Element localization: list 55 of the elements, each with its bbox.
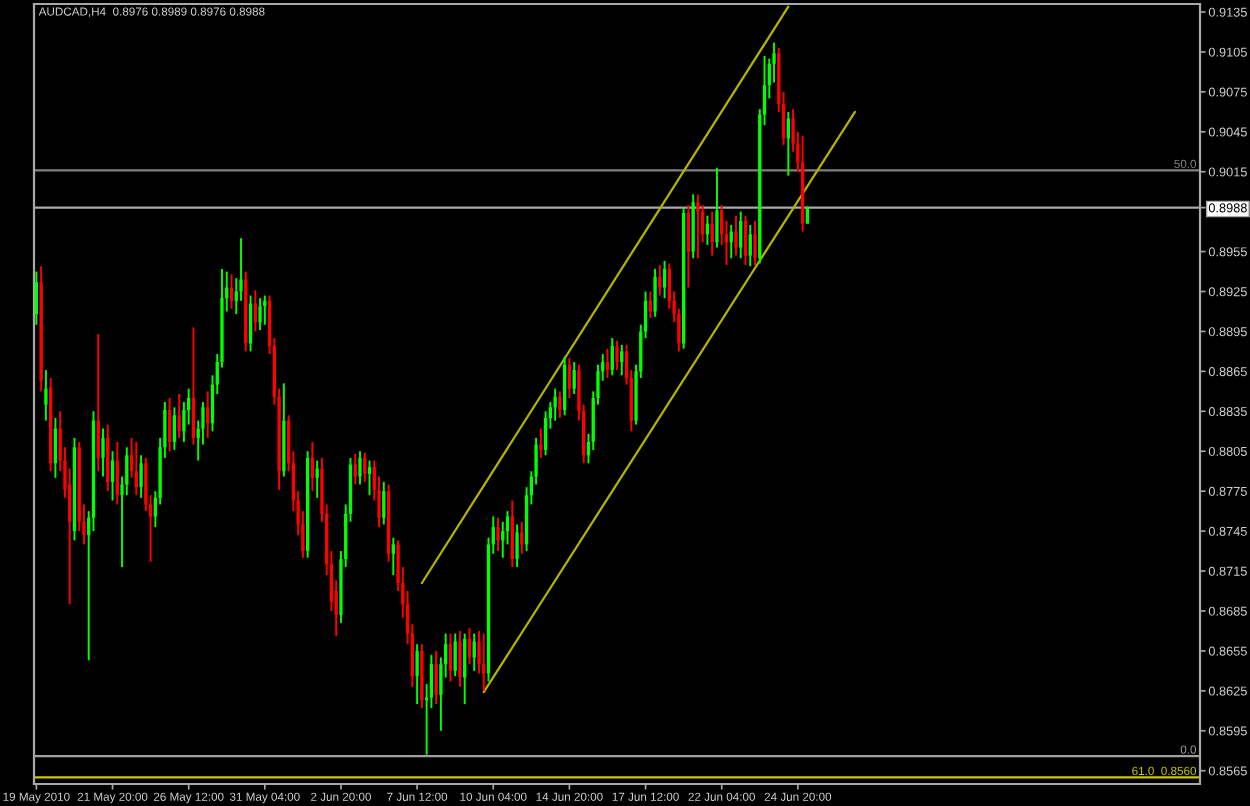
candlestick	[177, 393, 181, 439]
candlestick	[253, 289, 257, 333]
candlestick	[610, 337, 614, 377]
candlestick	[567, 357, 572, 399]
candlestick	[715, 166, 719, 249]
candlestick	[106, 423, 110, 493]
candlestick	[353, 452, 357, 486]
candlestick	[191, 326, 196, 446]
candlestick	[539, 427, 543, 459]
candlestick	[496, 516, 500, 553]
candlestick	[510, 499, 514, 569]
candlestick	[248, 294, 253, 353]
candlestick	[363, 451, 367, 483]
candlestick	[167, 397, 172, 453]
candlestick	[134, 440, 138, 497]
candlestick	[662, 259, 667, 300]
candlestick	[658, 263, 662, 297]
candlestick	[615, 339, 619, 372]
candlestick	[472, 632, 476, 672]
candlestick	[743, 214, 748, 266]
candlestick	[358, 450, 362, 486]
candlestick	[739, 210, 743, 260]
candlestick	[367, 459, 372, 497]
candlestick	[558, 390, 562, 419]
candlestick	[206, 390, 210, 439]
candlestick	[482, 632, 486, 692]
candlestick	[391, 536, 395, 576]
candlestick	[310, 440, 315, 493]
candlestick	[543, 410, 548, 457]
candlestick	[734, 214, 738, 257]
candlestick	[572, 361, 576, 395]
candlestick	[101, 427, 105, 478]
candlestick	[653, 267, 657, 318]
candlestick	[515, 523, 519, 569]
candlestick	[434, 649, 438, 706]
candlestick	[44, 369, 48, 422]
candlestick	[553, 387, 557, 422]
candlestick	[458, 629, 462, 688]
candlestick	[139, 454, 143, 499]
candlestick	[382, 480, 386, 526]
candlestick	[696, 193, 700, 260]
candlestick	[748, 223, 752, 268]
candlestick	[753, 219, 757, 266]
candlestick	[620, 343, 624, 377]
candlestick	[415, 643, 419, 706]
candlestick	[786, 110, 790, 177]
candlestick	[258, 297, 262, 332]
candlestick	[448, 632, 453, 683]
candlestick	[463, 632, 467, 706]
candlestick	[686, 204, 691, 289]
candlestick	[34, 270, 39, 326]
candlestick	[520, 520, 524, 555]
candlestick	[467, 627, 472, 666]
candlestick	[172, 406, 177, 451]
candlestick	[96, 333, 100, 473]
